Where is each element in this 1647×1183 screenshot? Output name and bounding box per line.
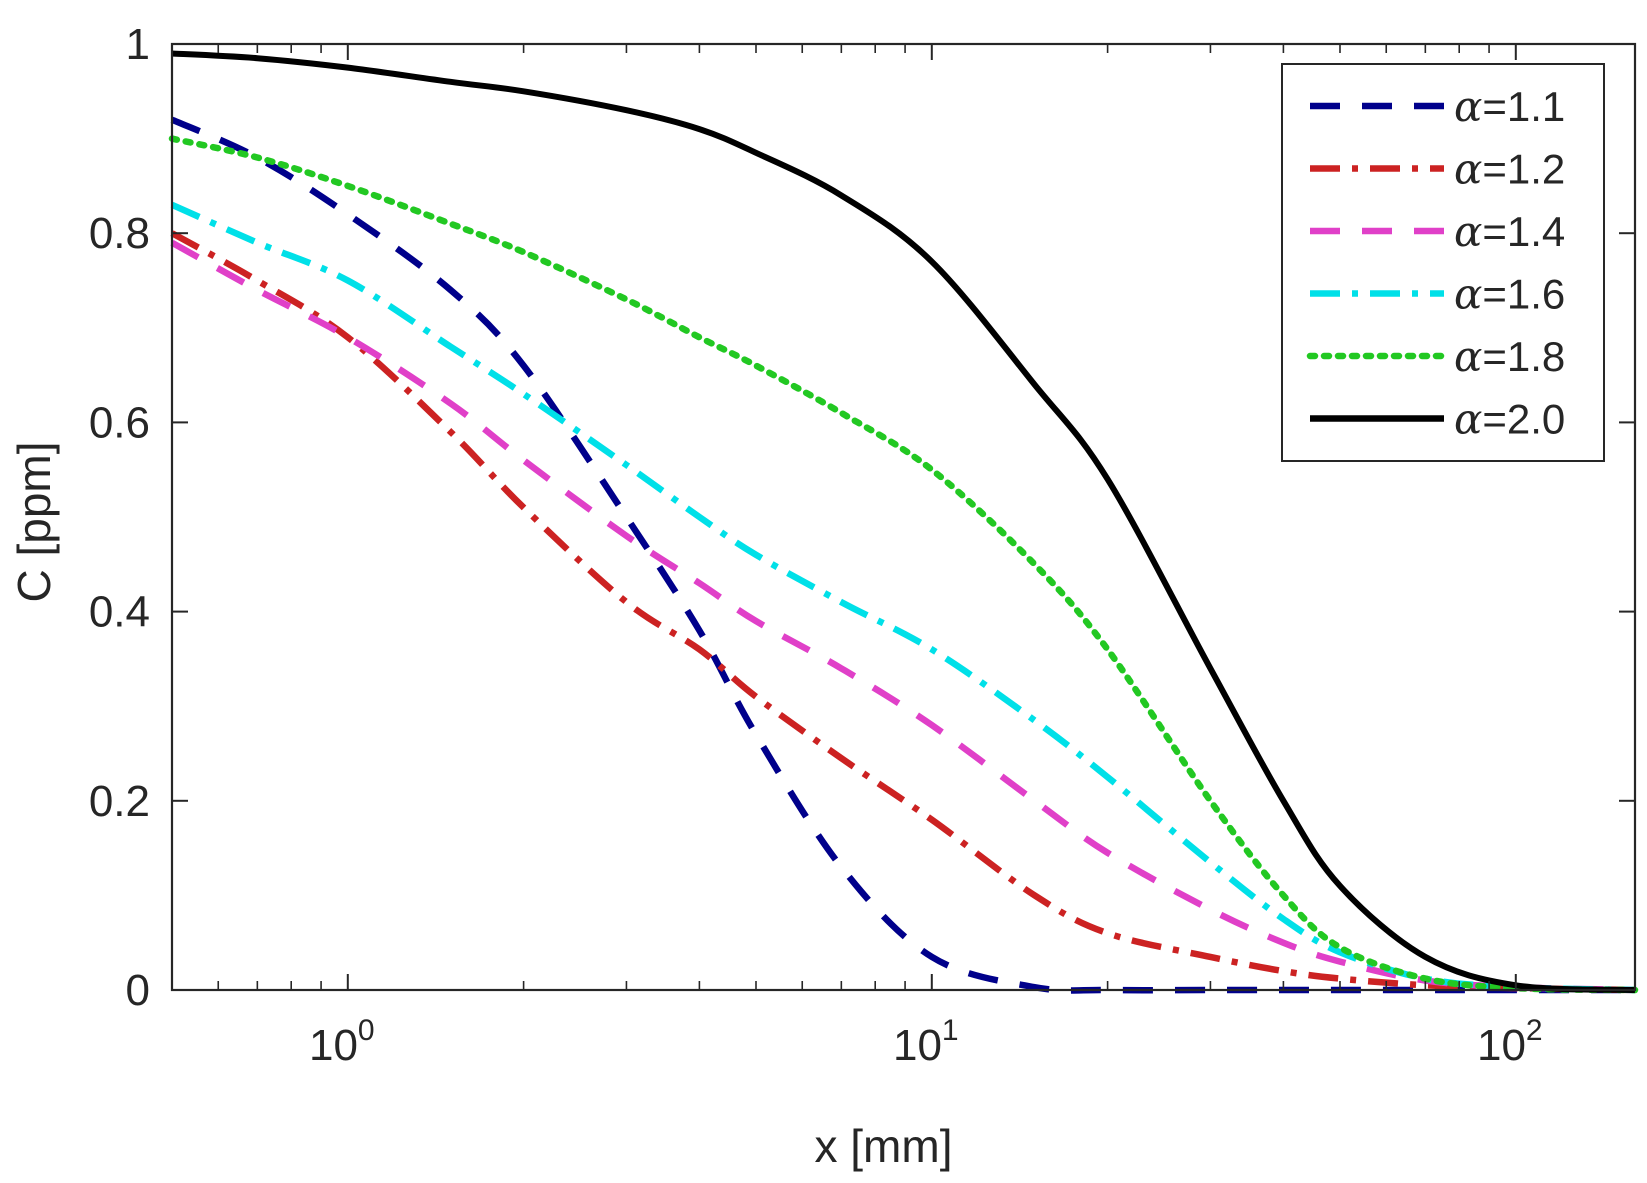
legend-label-5: α=1.8	[1454, 332, 1565, 381]
legend-alpha-symbol: α	[1454, 145, 1482, 194]
y-tick-label: 1	[126, 20, 150, 69]
legend-label-6: α=2.0	[1454, 395, 1565, 444]
plot-area	[168, 50, 1639, 994]
y-tick-label: 0.2	[89, 777, 150, 826]
axes-box	[170, 42, 1637, 992]
x-tick-exponent: 2	[1526, 1014, 1543, 1047]
legend-alpha-symbol: α	[1454, 82, 1482, 131]
legend-label-1: α=1.1	[1454, 82, 1565, 131]
legend-alpha-symbol: α	[1454, 270, 1482, 319]
series-line-2	[170, 230, 1636, 994]
y-axis-title: C [ppm]	[8, 441, 60, 602]
legend-label-4: α=1.6	[1454, 270, 1565, 319]
legend-alpha-value: =1.2	[1482, 146, 1565, 193]
legend: α=1.1α=1.2α=1.4α=1.6α=1.8α=2.0	[1281, 63, 1605, 462]
legend-alpha-symbol: α	[1454, 395, 1482, 444]
legend-alpha-value: =2.0	[1482, 396, 1565, 443]
legend-alpha-value: =1.4	[1482, 208, 1565, 255]
legend-alpha-value: =1.6	[1482, 271, 1565, 318]
x-tick-exponent: 0	[358, 1014, 375, 1047]
y-tick-label: 0	[126, 966, 150, 1015]
legend-label-3: α=1.4	[1454, 207, 1565, 256]
legend-alpha-value: =1.8	[1482, 333, 1565, 380]
legend-alpha-symbol: α	[1454, 332, 1482, 381]
legend-label-2: α=1.2	[1454, 145, 1565, 194]
legend-alpha-value: =1.1	[1482, 83, 1565, 130]
series-line-3	[170, 239, 1636, 994]
series-line-6	[171, 50, 1636, 993]
x-axis-title: x [mm]	[815, 1120, 953, 1172]
y-tick-label: 0.8	[89, 209, 150, 258]
x-tick-exponent: 1	[942, 1014, 959, 1047]
legend-alpha-symbol: α	[1454, 207, 1482, 256]
y-tick-label: 0.4	[89, 588, 150, 637]
series-line-5	[168, 135, 1639, 994]
y-tick-label: 0.6	[89, 398, 150, 447]
legend-box	[1281, 63, 1605, 462]
series-line-4	[170, 201, 1636, 994]
